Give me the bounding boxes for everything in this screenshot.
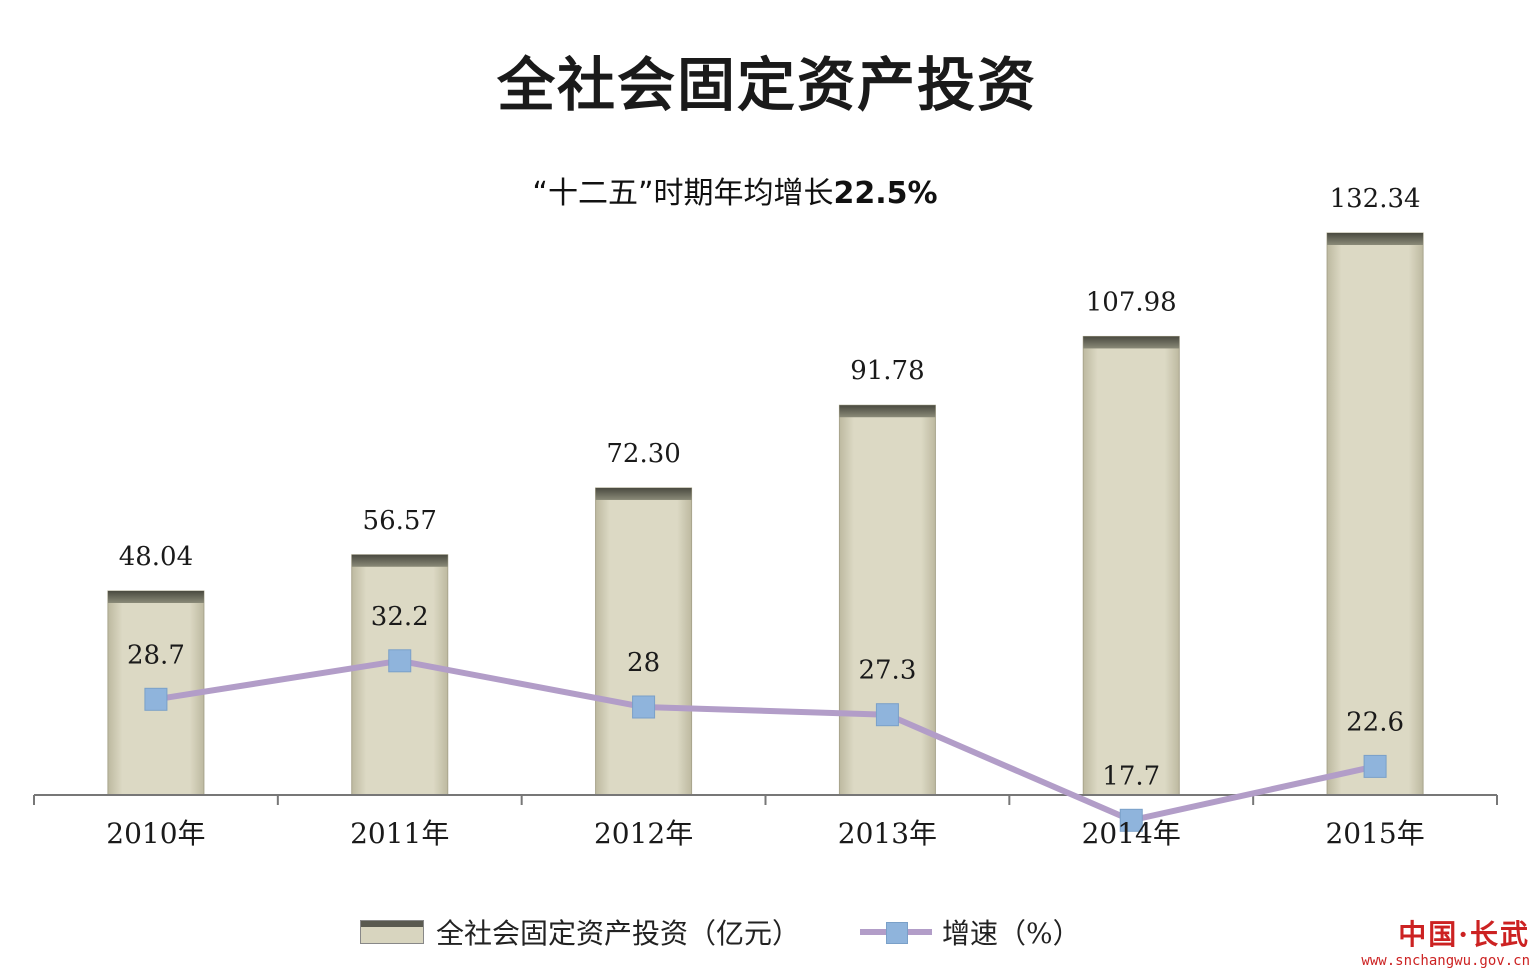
watermark: 中国·长武 www.snchangwu.gov.cn: [1361, 913, 1530, 969]
x-tick-label: 2013年: [838, 817, 937, 850]
growth-value-label: 32.2: [371, 602, 429, 632]
bar-cap: [1083, 336, 1180, 349]
bar: [595, 487, 693, 796]
x-tick-label: 2015年: [1325, 817, 1424, 850]
bars-layer: [107, 232, 1424, 796]
bar-cap: [839, 405, 936, 418]
growth-value-label: 17.7: [1102, 761, 1160, 791]
x-tick-label: 2014年: [1082, 817, 1181, 850]
chart-subtitle: “十二五”时期年均增长22.5%: [0, 168, 1470, 212]
legend-item-growth: 增速（%）: [860, 912, 1081, 952]
legend-label-growth: 增速（%）: [942, 917, 1081, 950]
bar-value-label: 91.78: [850, 356, 924, 386]
watermark-url: www.snchangwu.gov.cn: [1361, 953, 1530, 969]
legend-item-investment: 全社会固定资产投资（亿元）: [360, 912, 800, 952]
growth-marker: [632, 695, 656, 719]
bar-value-label: 107.98: [1086, 287, 1177, 317]
legend: 全社会固定资产投资（亿元） 增速（%）: [360, 910, 1141, 954]
chart-title: 全社会固定资产投资: [496, 51, 1037, 119]
line-layer: [144, 649, 1387, 832]
bar-value-label: 48.04: [119, 542, 193, 572]
legend-label-investment: 全社会固定资产投资（亿元）: [436, 917, 801, 950]
bar: [1082, 335, 1180, 796]
subtitle-text: “十二五”时期年均增长: [532, 176, 834, 211]
labels-layer: 48.04 2010年 56.57 2011年 72.30 2012年 91.78 2013年…: [106, 184, 1424, 850]
bar-cap: [1327, 233, 1424, 245]
growth-marker: [388, 649, 412, 673]
growth-value-label: 28.7: [127, 640, 185, 670]
growth-marker: [1119, 808, 1143, 832]
bar: [1326, 232, 1424, 796]
growth-line: [155, 657, 1376, 824]
bar-cap: [595, 487, 692, 500]
bar: [351, 554, 449, 796]
bar-value-label: 56.57: [363, 506, 437, 536]
bar-cap: [107, 590, 204, 603]
legend-bar-swatch: [360, 920, 424, 944]
growth-marker: [875, 703, 899, 727]
x-axis: [33, 794, 1498, 805]
growth-value-label: 27.3: [858, 656, 916, 686]
growth-value-label: 28: [627, 648, 660, 678]
x-tick-label: 2011年: [350, 817, 449, 850]
watermark-logo: 中国·长武: [1398, 918, 1530, 951]
bar-cap: [351, 554, 448, 567]
subtitle-value: 22.5%: [833, 176, 938, 211]
growth-value-label: 22.6: [1346, 707, 1404, 737]
legend-line-swatch: [860, 921, 933, 944]
x-tick-label: 2012年: [594, 817, 693, 850]
growth-marker: [144, 687, 168, 711]
bar: [838, 404, 936, 796]
bar-value-label: 72.30: [606, 439, 680, 469]
growth-marker: [1363, 754, 1387, 778]
x-tick-label: 2010年: [106, 817, 205, 850]
bar-value-label: 132.34: [1330, 184, 1421, 214]
